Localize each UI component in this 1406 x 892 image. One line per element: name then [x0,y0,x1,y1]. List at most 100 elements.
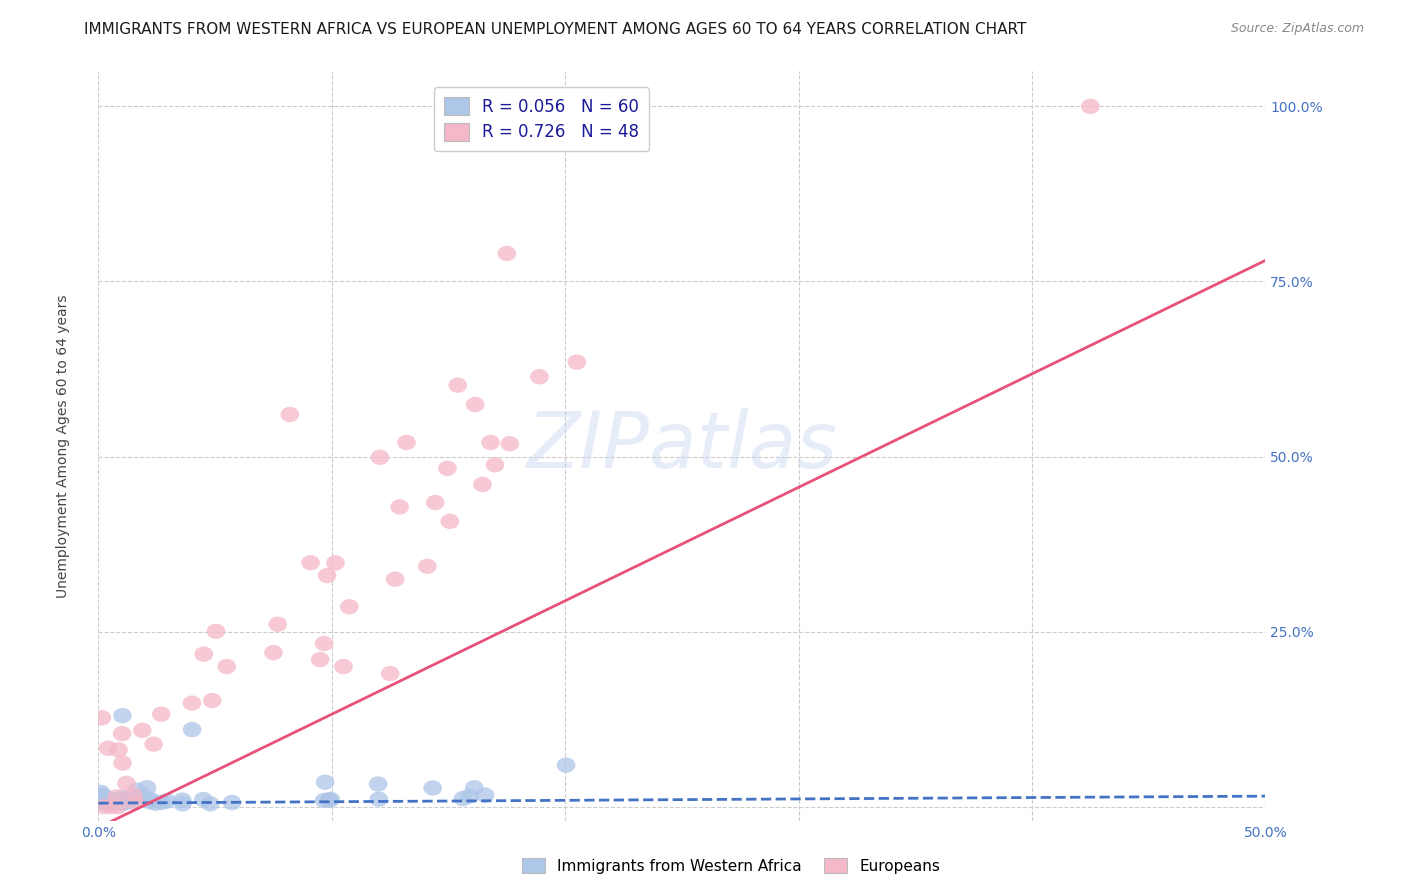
Ellipse shape [94,789,112,804]
Text: IMMIGRANTS FROM WESTERN AFRICA VS EUROPEAN UNEMPLOYMENT AMONG AGES 60 TO 64 YEAR: IMMIGRANTS FROM WESTERN AFRICA VS EUROPE… [84,22,1026,37]
Ellipse shape [194,792,212,807]
Ellipse shape [97,793,115,809]
Ellipse shape [498,245,516,261]
Ellipse shape [316,774,335,790]
Ellipse shape [110,792,129,807]
Ellipse shape [117,792,135,807]
Ellipse shape [439,460,457,476]
Ellipse shape [201,796,219,812]
Ellipse shape [104,794,122,809]
Ellipse shape [315,636,333,651]
Ellipse shape [129,789,148,804]
Ellipse shape [120,794,138,810]
Ellipse shape [370,791,388,807]
Ellipse shape [100,791,120,807]
Ellipse shape [91,785,111,800]
Ellipse shape [474,476,492,492]
Ellipse shape [207,624,225,639]
Ellipse shape [183,722,201,738]
Text: Source: ZipAtlas.com: Source: ZipAtlas.com [1230,22,1364,36]
Ellipse shape [105,792,124,808]
Ellipse shape [568,354,586,370]
Ellipse shape [100,797,118,812]
Ellipse shape [112,708,132,723]
Ellipse shape [440,514,460,529]
Ellipse shape [264,645,283,660]
Ellipse shape [127,795,145,810]
Ellipse shape [1081,99,1099,114]
Ellipse shape [202,693,222,708]
Ellipse shape [269,616,287,632]
Ellipse shape [454,791,472,806]
Text: ZIPatlas: ZIPatlas [526,408,838,484]
Ellipse shape [385,572,405,587]
Ellipse shape [326,555,344,571]
Ellipse shape [115,795,134,810]
Ellipse shape [111,795,129,810]
Ellipse shape [111,793,129,808]
Ellipse shape [98,796,117,811]
Ellipse shape [117,776,136,791]
Ellipse shape [141,794,159,809]
Ellipse shape [108,799,127,814]
Ellipse shape [194,647,214,662]
Ellipse shape [97,796,117,811]
Ellipse shape [381,666,399,681]
Ellipse shape [91,787,110,802]
Ellipse shape [319,792,337,808]
Ellipse shape [114,795,132,811]
Ellipse shape [105,793,124,808]
Ellipse shape [222,795,242,810]
Ellipse shape [107,789,127,805]
Ellipse shape [112,756,132,771]
Ellipse shape [335,659,353,674]
Ellipse shape [173,792,191,808]
Ellipse shape [280,407,299,422]
Legend: Immigrants from Western Africa, Europeans: Immigrants from Western Africa, European… [516,852,946,880]
Ellipse shape [94,799,112,814]
Ellipse shape [114,796,132,811]
Ellipse shape [340,599,359,615]
Ellipse shape [134,788,153,804]
Ellipse shape [460,789,479,804]
Ellipse shape [423,780,441,796]
Text: Unemployment Among Ages 60 to 64 years: Unemployment Among Ages 60 to 64 years [56,294,70,598]
Ellipse shape [465,780,484,796]
Ellipse shape [426,495,444,510]
Ellipse shape [371,450,389,465]
Ellipse shape [134,723,152,738]
Ellipse shape [391,500,409,515]
Ellipse shape [110,793,128,809]
Legend: R = 0.056   N = 60, R = 0.726   N = 48: R = 0.056 N = 60, R = 0.726 N = 48 [433,87,648,151]
Ellipse shape [112,792,131,808]
Ellipse shape [142,792,160,807]
Ellipse shape [112,726,132,741]
Ellipse shape [183,696,201,711]
Ellipse shape [501,436,519,451]
Ellipse shape [91,796,110,811]
Ellipse shape [110,742,128,757]
Ellipse shape [153,795,172,810]
Ellipse shape [110,793,129,809]
Ellipse shape [103,797,121,812]
Ellipse shape [91,793,111,808]
Ellipse shape [449,377,467,392]
Ellipse shape [475,788,495,803]
Ellipse shape [98,740,118,756]
Ellipse shape [146,796,165,811]
Ellipse shape [173,797,191,812]
Ellipse shape [218,659,236,674]
Ellipse shape [318,568,336,583]
Ellipse shape [465,397,485,412]
Ellipse shape [124,787,142,803]
Ellipse shape [418,558,437,574]
Ellipse shape [301,555,321,570]
Ellipse shape [152,706,170,722]
Ellipse shape [145,737,163,752]
Ellipse shape [138,780,156,796]
Ellipse shape [103,799,121,814]
Ellipse shape [396,434,416,450]
Ellipse shape [157,793,176,808]
Ellipse shape [127,791,145,806]
Ellipse shape [93,710,111,725]
